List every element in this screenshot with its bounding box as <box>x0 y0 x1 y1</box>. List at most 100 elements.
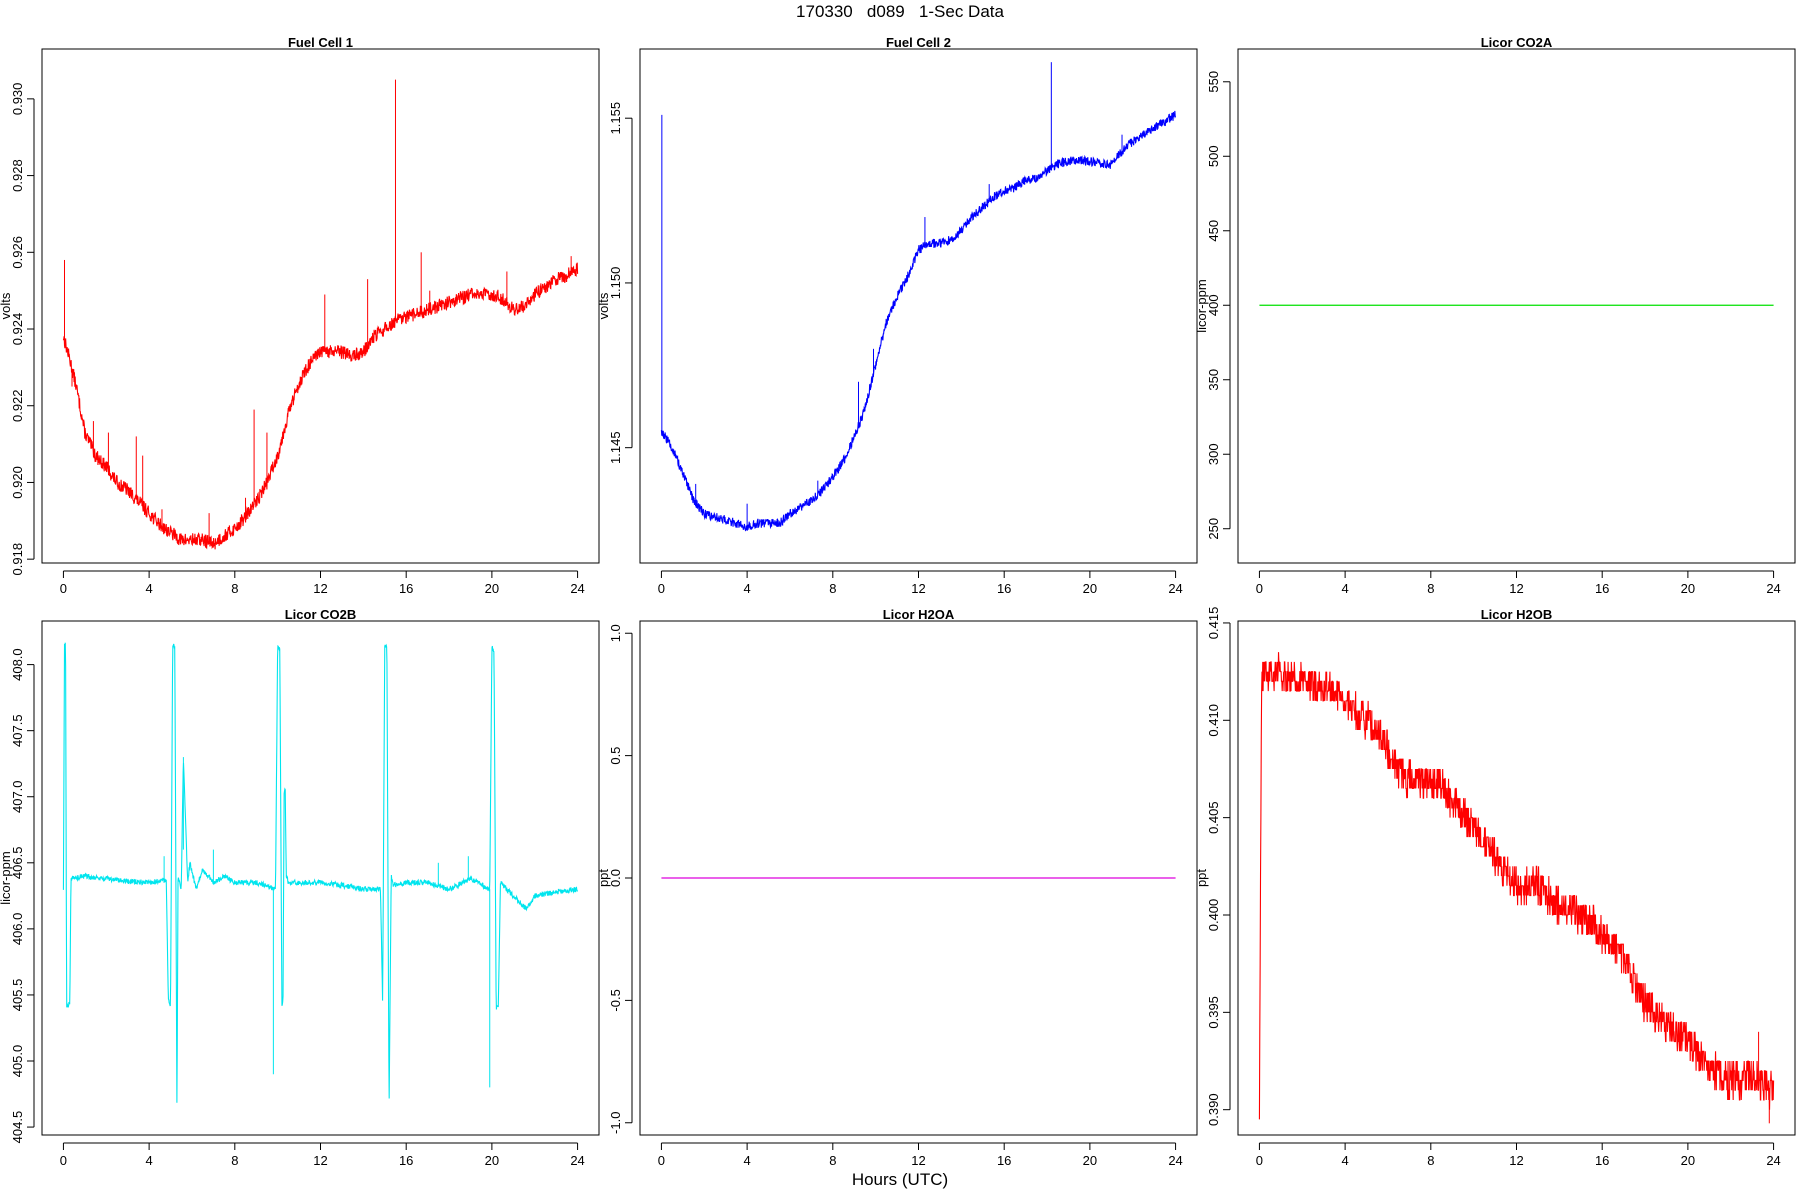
series-line <box>62 642 579 1103</box>
x-tick-label: 24 <box>570 581 584 596</box>
x-tick-label: 20 <box>1681 581 1695 596</box>
y-tick-label: 1.145 <box>608 431 623 464</box>
x-tick-label: 8 <box>231 1153 238 1168</box>
y-axis-label: licor-ppm <box>1194 279 1209 332</box>
x-tick-label: 12 <box>911 1153 925 1168</box>
x-tick-label: 4 <box>145 581 152 596</box>
y-tick-label: 405.0 <box>10 1045 25 1078</box>
x-tick-label: 16 <box>399 1153 413 1168</box>
y-tick-label: 0.920 <box>10 466 25 499</box>
x-tick-label: 20 <box>485 581 499 596</box>
y-tick-label: 405.5 <box>10 979 25 1012</box>
y-tick-label: 300 <box>1206 443 1221 465</box>
x-tick-label: 12 <box>1509 1153 1523 1168</box>
x-tick-label: 24 <box>570 1153 584 1168</box>
y-tick-label: 1.0 <box>608 624 623 642</box>
plot-frame <box>41 620 600 1136</box>
x-tick-label: 12 <box>911 581 925 596</box>
y-axis-label: ppt <box>596 869 611 887</box>
x-tick-label: 8 <box>1427 581 1434 596</box>
page-title: 170330 d089 1-Sec Data <box>796 2 1004 21</box>
y-tick-label: 0.928 <box>10 159 25 192</box>
panel-title: Licor H2OB <box>1481 607 1553 622</box>
y-tick-label: 404.5 <box>10 1111 25 1144</box>
y-tick-label: 1.155 <box>608 102 623 135</box>
x-tick-label: 0 <box>1256 581 1263 596</box>
x-tick-label: 12 <box>313 581 327 596</box>
x-tick-label: 24 <box>1766 1153 1780 1168</box>
x-axis-label: Hours (UTC) <box>851 1170 949 1189</box>
y-tick-label: 0.926 <box>10 236 25 269</box>
x-tick-label: 0 <box>60 581 67 596</box>
plot-frame <box>1237 620 1796 1136</box>
x-tick-label: 8 <box>231 581 238 596</box>
y-tick-label: 0.405 <box>1206 801 1221 834</box>
x-tick-label: 12 <box>1509 581 1523 596</box>
x-tick-label: 0 <box>60 1153 67 1168</box>
y-tick-label: 0.410 <box>1206 704 1221 737</box>
x-tick-label: 8 <box>1427 1153 1434 1168</box>
y-tick-label: 0.0 <box>608 869 623 887</box>
panel-2: 0 4 8 12 16 20 24 250 300 350 400 450 500 550 Licor CO… <box>1194 35 1796 596</box>
plot-frame <box>41 48 600 564</box>
x-tick-label: 20 <box>1083 1153 1097 1168</box>
y-tick-label: 0.415 <box>1206 607 1221 640</box>
y-tick-label: -0.5 <box>608 989 623 1011</box>
y-axis-label: volts <box>596 292 611 319</box>
x-tick-label: 24 <box>1168 1153 1182 1168</box>
x-tick-label: 24 <box>1168 581 1182 596</box>
y-tick-label: 0.930 <box>10 83 25 116</box>
y-tick-label: 0.922 <box>10 389 25 422</box>
panel-title: Fuel Cell 2 <box>886 35 951 50</box>
y-axis-label: volts <box>0 292 13 319</box>
series-line <box>62 262 579 550</box>
x-tick-label: 8 <box>829 581 836 596</box>
x-tick-label: 4 <box>743 581 750 596</box>
y-tick-label: 406.5 <box>10 847 25 880</box>
x-tick-label: 16 <box>1595 1153 1609 1168</box>
y-tick-label: 0.924 <box>10 313 25 346</box>
panel-title: Licor H2OA <box>883 607 955 622</box>
y-tick-label: 0.390 <box>1206 1093 1221 1126</box>
x-tick-label: 16 <box>997 581 1011 596</box>
y-tick-label: 500 <box>1206 145 1221 167</box>
x-tick-label: 8 <box>829 1153 836 1168</box>
x-tick-label: 16 <box>997 1153 1011 1168</box>
x-tick-label: 0 <box>658 581 665 596</box>
x-tick-label: 4 <box>145 1153 152 1168</box>
x-tick-label: 20 <box>1083 581 1097 596</box>
y-axis-label: licor-ppm <box>0 851 13 904</box>
x-tick-label: 4 <box>1341 1153 1348 1168</box>
panel-0: 0 4 8 12 16 20 24 0.918 0.920 0.922 0.924 0.926 0.92… <box>0 35 600 596</box>
plot-frame <box>1237 48 1796 564</box>
plot-frame <box>639 620 1198 1136</box>
y-tick-label: 0.918 <box>10 543 25 576</box>
y-tick-label: 0.400 <box>1206 899 1221 932</box>
y-tick-label: 550 <box>1206 71 1221 93</box>
panel-title: Licor CO2B <box>285 607 357 622</box>
y-tick-label: 0.395 <box>1206 996 1221 1029</box>
y-tick-label: 408.0 <box>10 648 25 681</box>
x-tick-label: 0 <box>1256 1153 1263 1168</box>
y-axis-label: ppt <box>1194 869 1209 887</box>
y-tick-label: 406.0 <box>10 913 25 946</box>
x-tick-label: 20 <box>485 1153 499 1168</box>
y-tick-label: 250 <box>1206 518 1221 540</box>
panel-4: 0 4 8 12 16 20 24 -1.0 -0.5 0.0 0.5 1.0 Licor H2OA pp… <box>596 607 1198 1168</box>
y-tick-label: 407.0 <box>10 780 25 813</box>
panel-title: Licor CO2A <box>1481 35 1553 50</box>
x-tick-label: 16 <box>399 581 413 596</box>
x-tick-label: 0 <box>658 1153 665 1168</box>
series-line <box>1258 652 1775 1120</box>
y-tick-label: 350 <box>1206 369 1221 391</box>
y-tick-label: 1.150 <box>608 267 623 300</box>
panel-1: 0 4 8 12 16 20 24 1.145 1.150 1.155 Fuel Cell 2 vol… <box>596 35 1198 596</box>
panel-3: 0 4 8 12 16 20 24 404.5 405.0 405.5 406.0 406.5 407.… <box>0 607 600 1168</box>
y-tick-label: -1.0 <box>608 1112 623 1134</box>
panel-title: Fuel Cell 1 <box>288 35 353 50</box>
x-tick-label: 16 <box>1595 581 1609 596</box>
x-tick-label: 4 <box>1341 581 1348 596</box>
panel-5: 0 4 8 12 16 20 24 0.390 0.395 0.400 0.405 0.410 0.41… <box>1194 607 1796 1168</box>
y-tick-label: 450 <box>1206 220 1221 242</box>
